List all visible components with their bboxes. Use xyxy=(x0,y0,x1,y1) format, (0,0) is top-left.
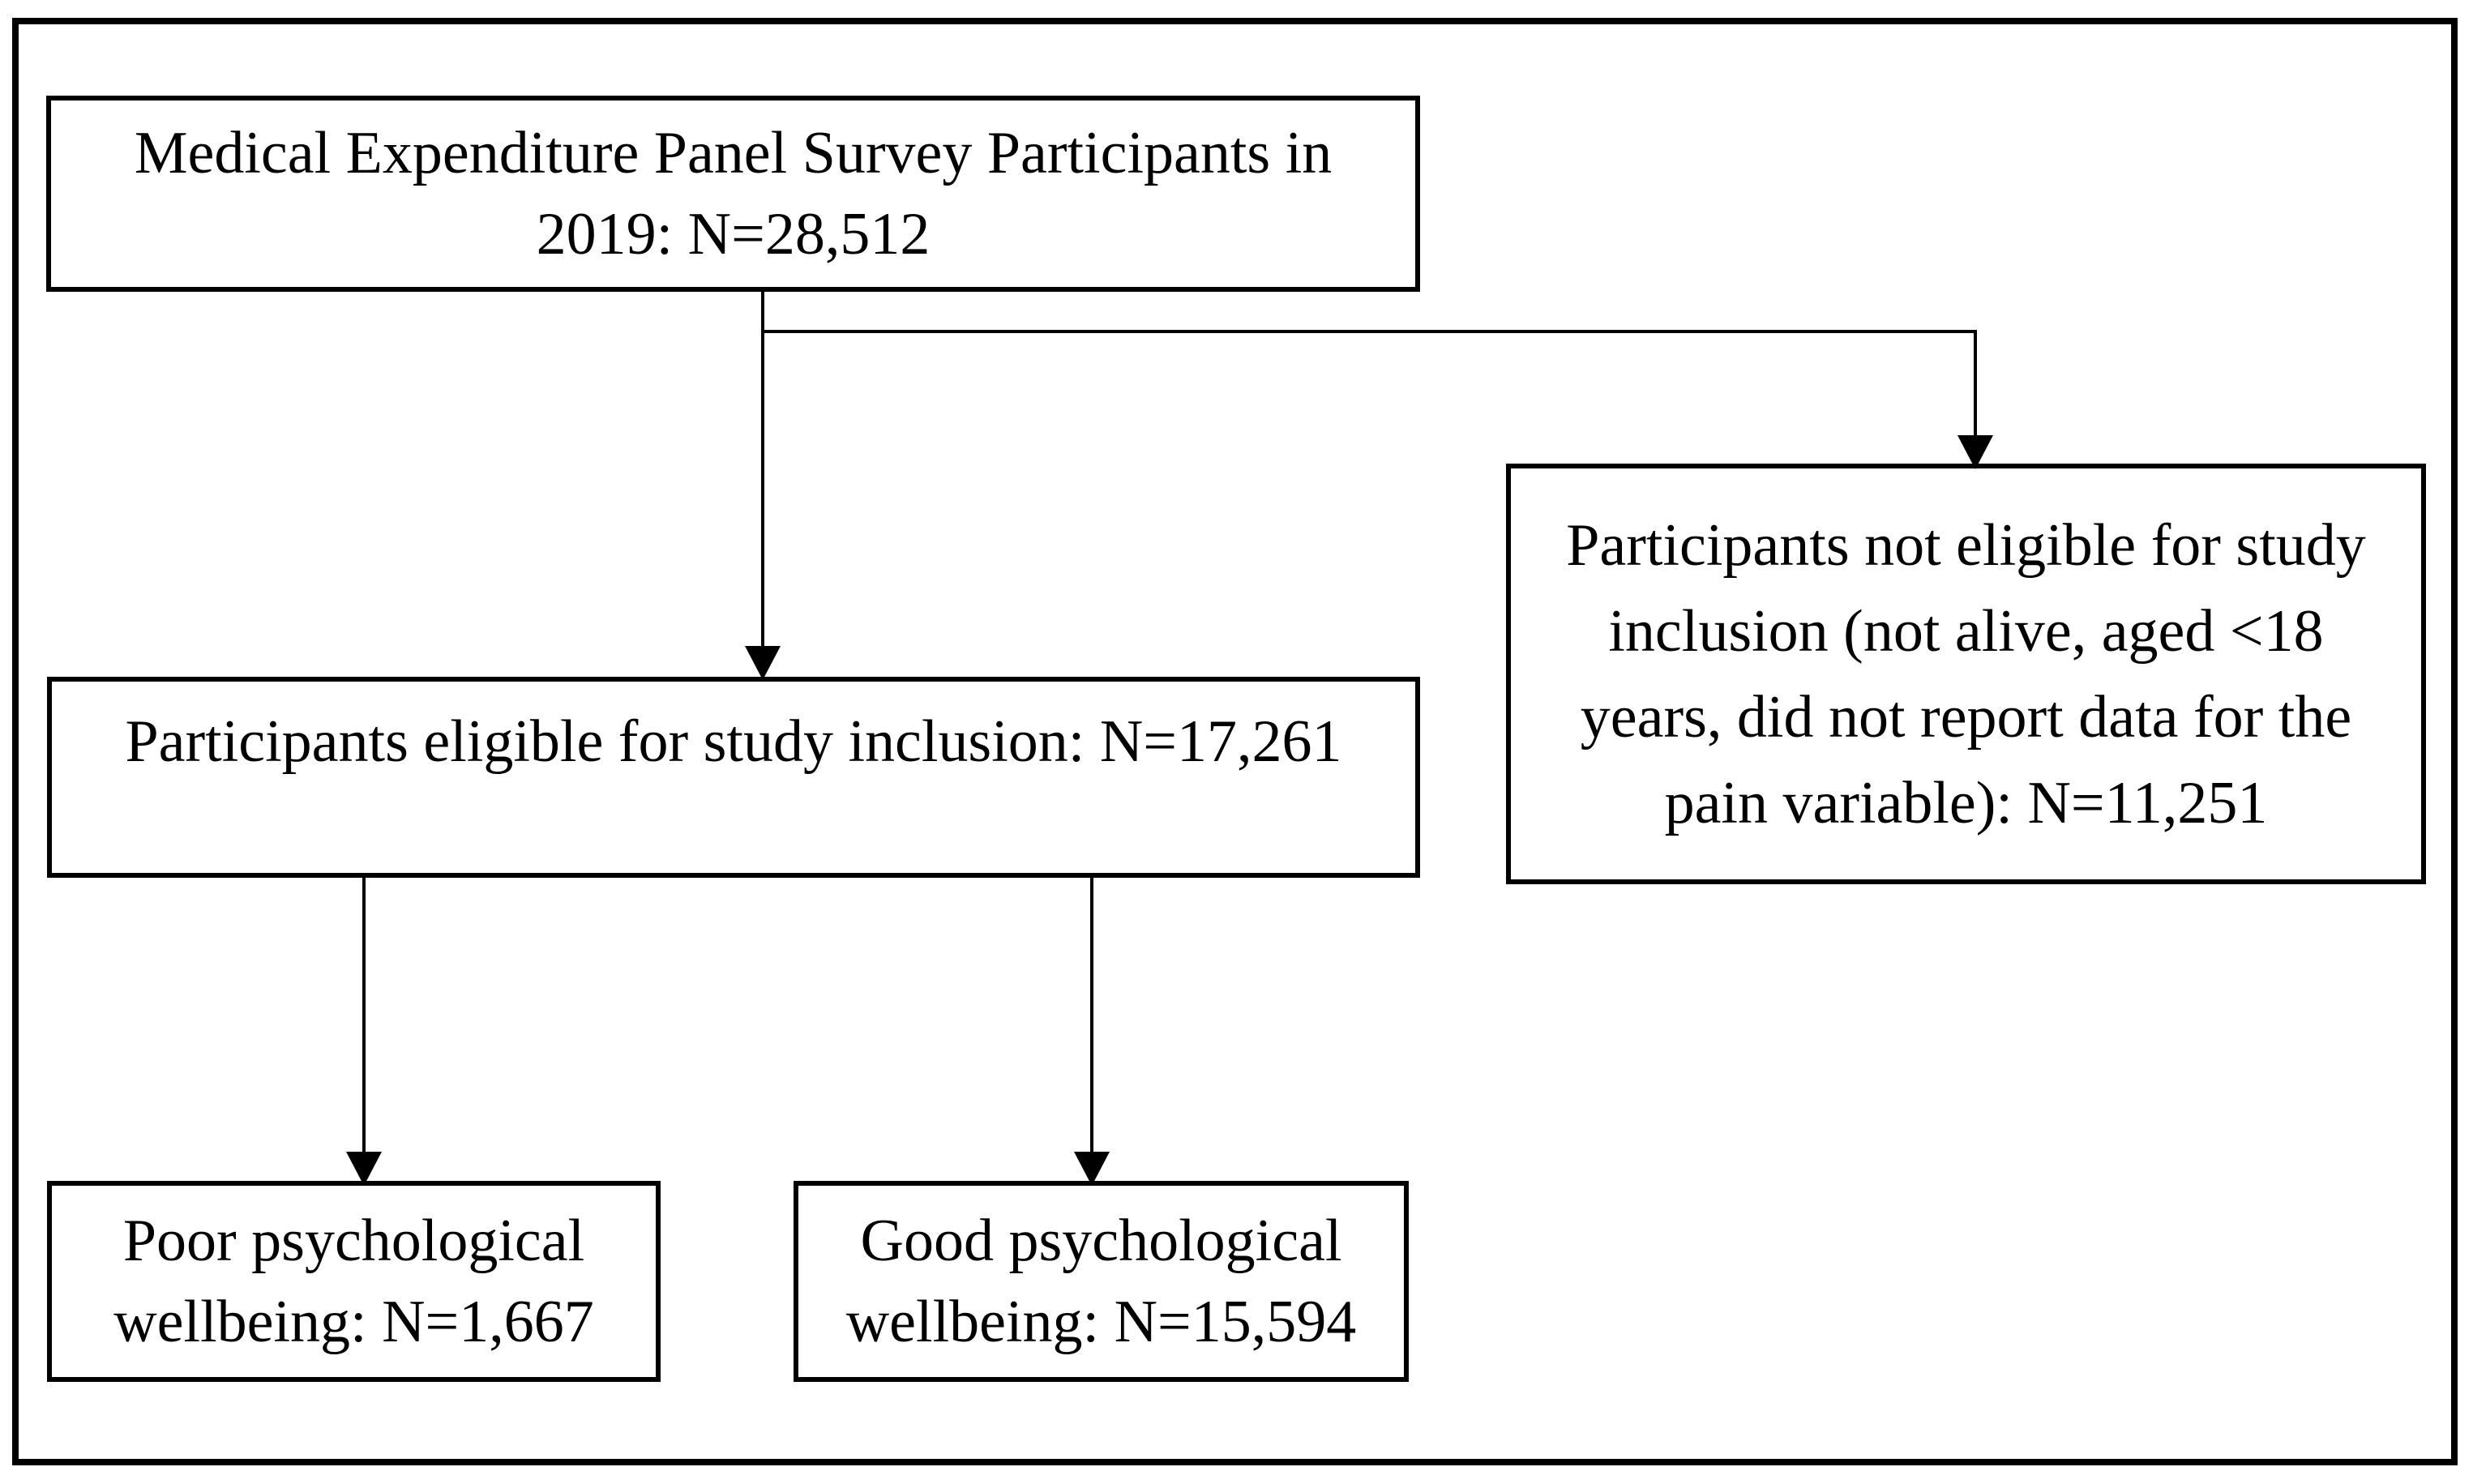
box-text-line: inclusion (not alive, aged <18 xyxy=(1608,597,2324,665)
box-text-line: 2019: N=28,512 xyxy=(536,201,931,267)
connector-branch-horizontal-line xyxy=(761,330,1977,333)
box-text-line: years, did not report data for the xyxy=(1580,683,2352,751)
arrowhead-into-noteligible-icon xyxy=(1957,435,1993,469)
box-good-wellbeing: Good psychological wellbeing: N=15,594 xyxy=(794,1181,1409,1382)
arrowhead-into-good-icon xyxy=(1074,1152,1110,1186)
box-survey-participants: Medical Expenditure Panel Survey Partici… xyxy=(46,96,1420,292)
box-text-line: wellbeing: N=1,667 xyxy=(113,1289,594,1355)
connector-eligible-to-poor-line xyxy=(362,878,366,1154)
box-text-line: Participants not eligible for study xyxy=(1566,511,2366,579)
box-not-eligible-participants: Participants not eligible for study incl… xyxy=(1506,464,2426,884)
box-poor-wellbeing: Poor psychological wellbeing: N=1,667 xyxy=(47,1181,661,1382)
connector-branch-to-noteligible-line xyxy=(1974,330,1977,438)
connector-eligible-to-good-line xyxy=(1090,878,1093,1154)
arrowhead-into-poor-icon xyxy=(346,1152,382,1186)
box-text-line: Participants eligible for study inclusio… xyxy=(125,708,1342,775)
box-text-line: pain variable): N=11,251 xyxy=(1664,769,2268,836)
arrowhead-into-eligible-icon xyxy=(745,646,781,680)
box-text-line: Medical Expenditure Panel Survey Partici… xyxy=(134,120,1333,186)
box-text-line: Poor psychological xyxy=(122,1208,585,1274)
box-text-line: wellbeing: N=15,594 xyxy=(845,1289,1357,1355)
box-eligible-participants: Participants eligible for study inclusio… xyxy=(47,677,1420,878)
outer-border xyxy=(12,18,2458,1465)
connector-survey-to-eligible-line xyxy=(761,292,764,648)
box-text-line: Good psychological xyxy=(860,1208,1342,1274)
